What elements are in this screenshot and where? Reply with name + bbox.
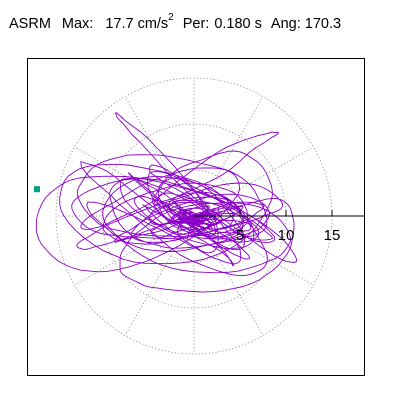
max-label: Max: — [61, 15, 94, 32]
station-code: ASRM — [9, 15, 51, 32]
motion-trace — [35, 112, 298, 293]
radial-tick-label-15: 15 — [324, 227, 341, 244]
motion-trace-path — [35, 112, 298, 293]
radial-axis: 5 10 15 — [194, 210, 364, 244]
max-unit: cm/s — [137, 15, 169, 32]
plot-header: ASRM Max: 17.7 cm/s2 Per: 0.180 s Ang: 170.3 — [9, 12, 342, 32]
ang-value: 170.3 — [304, 15, 342, 32]
per-label: Per: — [182, 15, 210, 32]
ang-label: Ang: — [270, 15, 301, 32]
per-value: 0.180 s — [214, 15, 262, 32]
polar-spoke-240 — [124, 255, 172, 336]
max-unit-exponent: 2 — [168, 12, 174, 23]
max-amplitude-marker — [34, 186, 40, 193]
max-value: 17.7 — [105, 15, 134, 32]
plot-frame — [27, 58, 365, 376]
radial-tick-label-10: 10 — [278, 227, 295, 244]
polar-spoke-210 — [74, 238, 155, 286]
radial-tick-label-5: 5 — [236, 227, 244, 244]
